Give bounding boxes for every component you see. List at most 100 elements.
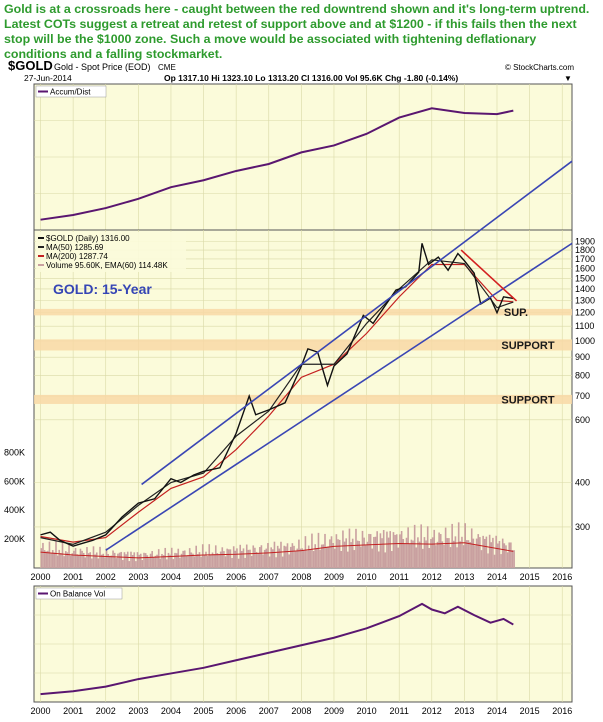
volume-bar (66, 552, 69, 568)
volume-bar (68, 544, 70, 568)
volume-bar (335, 534, 338, 568)
volume-bar (342, 530, 344, 568)
volume-bar (61, 542, 64, 568)
volume-bar (470, 528, 473, 568)
volume-bar (112, 550, 114, 568)
volume-bar (360, 546, 362, 568)
date-label: 27-Jun-2014 (24, 73, 72, 83)
volume-bar (201, 544, 204, 568)
volume-bar (387, 537, 390, 568)
volume-bar (435, 545, 437, 568)
volume-bar (258, 547, 261, 568)
volume-bar (53, 552, 56, 568)
volume-bar (402, 538, 405, 568)
down-arrow-icon: ▼ (564, 74, 572, 83)
volume-bar (322, 544, 325, 568)
x-tick-label: 2000 (31, 572, 51, 582)
volume-bar (482, 535, 484, 568)
volume-bar (373, 536, 375, 568)
volume-bar (81, 550, 83, 568)
volume-bar (169, 554, 171, 568)
volume-bar (73, 550, 75, 568)
volume-bar (464, 523, 466, 568)
legend-entry: $GOLD (Daily) 1316.00 (46, 234, 130, 243)
y-tick-label: 800 (575, 370, 590, 380)
volume-bar (79, 548, 82, 568)
volume-bar (244, 557, 246, 568)
volume-bar (356, 540, 359, 568)
volume-bar (333, 548, 336, 568)
x-tick-label-bottom: 2003 (128, 706, 148, 716)
volume-bar (452, 540, 455, 568)
volume-bar (343, 541, 346, 568)
x-tick-label-bottom: 2014 (487, 706, 507, 716)
volume-bar (56, 555, 59, 568)
support-zone-band (34, 339, 572, 351)
x-tick-label-bottom: 2010 (357, 706, 377, 716)
volume-bar (439, 534, 442, 568)
volume-bar (179, 557, 181, 568)
volume-bar (170, 547, 173, 568)
volume-bar (117, 553, 119, 568)
volume-bar (381, 538, 383, 568)
x-tick-label-bottom: 2009 (324, 706, 344, 716)
volume-bar (307, 545, 310, 568)
volume-bar (104, 557, 106, 568)
volume-bar (376, 531, 378, 568)
volume-bar (469, 542, 471, 568)
ma200-line (40, 263, 514, 543)
volume-bar (200, 556, 202, 568)
volume-bar (474, 545, 476, 568)
volume-bar (368, 533, 370, 568)
volume-bar (226, 548, 228, 568)
volume-bar (203, 554, 206, 568)
volume-bar (366, 541, 369, 568)
volume-bar (164, 547, 167, 568)
volume-axis-ticks: 800K 600K 400K 200K (4, 447, 25, 544)
volume-bar (50, 553, 52, 568)
volume-bar (136, 552, 139, 568)
x-tick-label-bottom: 2013 (454, 706, 474, 716)
volume-bar (327, 546, 330, 568)
volume-bar (157, 549, 160, 568)
year-axis-ticks: 2000 2001 2002 2003 2004 2005 2006 2007 2008 2009… (31, 572, 573, 582)
volume-bar (289, 546, 292, 568)
volume-bar (449, 547, 452, 568)
volume-bar (97, 558, 100, 568)
y-tick-label: 1600 (575, 263, 595, 273)
y-tick-label: 300 (575, 522, 590, 532)
volume-bar (64, 551, 67, 568)
volume-bar (272, 549, 274, 568)
volume-bar (254, 547, 256, 568)
volume-bar (192, 553, 194, 568)
volume-bar (94, 554, 96, 568)
obv-line (40, 602, 514, 696)
volume-bar (485, 536, 488, 568)
volume-bar (86, 547, 88, 568)
trend-lines (105, 160, 573, 551)
y-tick-label: 900 (575, 352, 590, 362)
x-tick-label: 2012 (422, 572, 442, 582)
volume-bar (239, 544, 242, 568)
volume-bar (174, 552, 176, 568)
volume-bar (392, 532, 395, 568)
x-tick-label: 2010 (357, 572, 377, 582)
x-tick-label-bottom: 2008 (291, 706, 311, 716)
volume-bar (303, 549, 305, 568)
volume-bar (281, 556, 284, 568)
volume-bar (363, 537, 365, 568)
description-label: Gold - Spot Price (EOD) (54, 62, 151, 72)
volume-bar (280, 541, 282, 568)
volume-bar (304, 536, 307, 568)
volume-bar (479, 537, 481, 568)
volume-bar (76, 554, 78, 568)
obv-grid (34, 586, 572, 702)
volume-tick-label: 800K (4, 447, 25, 457)
volume-bar (175, 553, 178, 568)
volume-bar (480, 550, 483, 568)
x-tick-label-bottom: 2007 (259, 706, 279, 716)
volume-bar (82, 552, 85, 568)
upper-channel-line (141, 160, 573, 486)
volume-bar (364, 544, 367, 568)
volume-bar (45, 551, 48, 568)
